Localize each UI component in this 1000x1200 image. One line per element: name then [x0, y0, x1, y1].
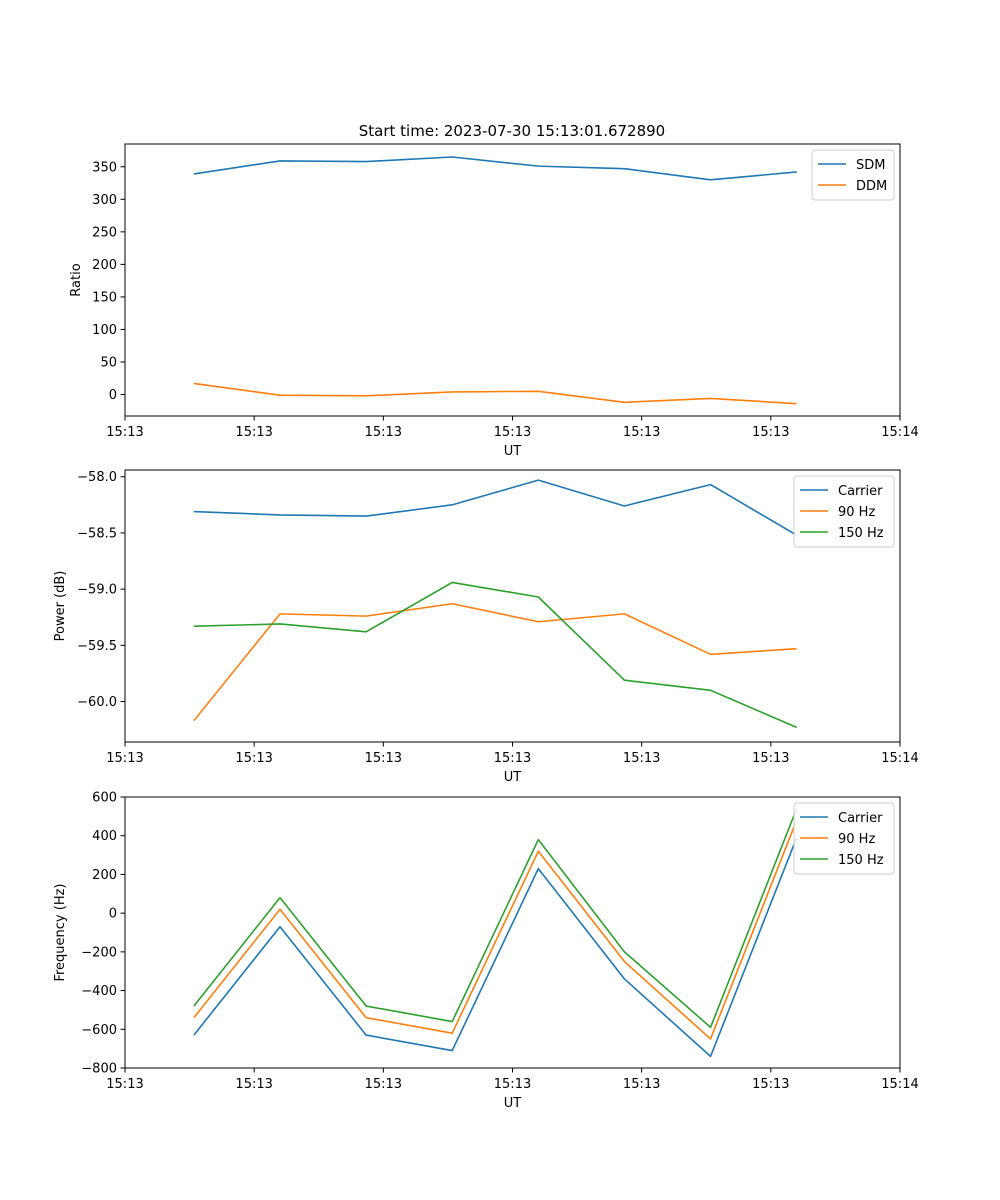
legend-label-90-hz: 90 Hz — [838, 832, 875, 847]
legend-label-carrier: Carrier — [838, 484, 883, 499]
series-line-carrier — [193, 479, 798, 536]
x-tick-label: 15:13 — [106, 1077, 143, 1092]
legend: Carrier 90 Hz 150 Hz — [793, 802, 895, 875]
series-line-150-hz — [193, 581, 797, 729]
legend: SDM DDM — [811, 149, 895, 201]
series-line-ddm — [193, 382, 797, 405]
subplot-2: 15:13 15:13 15:13 15:13 15:13 15:13 15:14 −60.0… — [53, 469, 919, 785]
x-tick-label: 15:13 — [623, 1077, 660, 1092]
figure-title: Start time: 2023-07-30 15:13:01.672890 — [359, 122, 665, 140]
y-axis-label: Frequency (Hz) — [53, 883, 68, 981]
y-tick-label: −60.0 — [77, 695, 117, 710]
y-tick-label: −600 — [81, 1023, 117, 1038]
subplot-1: 15:13 15:13 15:13 15:13 15:13 15:13 15:14 0 50 10… — [69, 143, 919, 459]
y-tick-label: −200 — [81, 945, 117, 960]
x-tick-label: 15:13 — [106, 425, 143, 440]
y-tick-label: −59.5 — [77, 639, 117, 654]
y-tick-label: 0 — [109, 388, 117, 403]
y-tick-label: 150 — [92, 290, 117, 305]
y-tick-label: 300 — [92, 193, 117, 208]
x-axis-label: UT — [504, 444, 522, 459]
x-tick-label: 15:13 — [365, 1077, 402, 1092]
plots-container: 15:13 15:13 15:13 15:13 15:13 15:13 15:14 0 50 10… — [53, 143, 919, 1112]
y-tick-label: 50 — [100, 355, 117, 370]
x-tick-label: 15:14 — [881, 751, 918, 766]
x-tick-label: 15:13 — [235, 1077, 272, 1092]
x-tick-label: 15:13 — [235, 751, 272, 766]
x-tick-label: 15:13 — [365, 425, 402, 440]
y-tick-label: 0 — [109, 907, 117, 922]
y-tick-label: 600 — [92, 791, 117, 806]
legend-box — [811, 149, 895, 201]
legend-label-150-hz: 150 Hz — [838, 526, 884, 541]
y-tick-label: 100 — [92, 323, 117, 338]
x-tick-label: 15:13 — [365, 751, 402, 766]
x-tick-label: 15:13 — [752, 425, 789, 440]
y-axis-label: Power (dB) — [53, 571, 68, 642]
x-tick-label: 15:14 — [881, 1077, 918, 1092]
subplot-3: 15:13 15:13 15:13 15:13 15:13 15:13 15:14 −800 −… — [53, 791, 919, 1112]
x-tick-label: 15:13 — [106, 751, 143, 766]
legend-label-150-hz: 150 Hz — [838, 853, 884, 868]
y-tick-label: 350 — [92, 160, 117, 175]
y-tick-label: 400 — [92, 829, 117, 844]
x-tick-label: 15:13 — [752, 1077, 789, 1092]
y-tick-label: 200 — [92, 258, 117, 273]
x-tick-label: 15:13 — [623, 425, 660, 440]
legend-label-ddm: DDM — [856, 179, 887, 194]
series-line-carrier — [193, 837, 798, 1058]
x-axis-label: UT — [504, 1096, 522, 1111]
legend-label-sdm: SDM — [856, 158, 885, 173]
y-tick-label: −58.0 — [77, 470, 117, 485]
legend-label-carrier: Carrier — [838, 811, 883, 826]
legend-label-90-hz: 90 Hz — [838, 505, 875, 520]
legend-box — [793, 475, 895, 548]
x-tick-label: 15:13 — [752, 751, 789, 766]
x-tick-label: 15:13 — [623, 751, 660, 766]
y-tick-label: −400 — [81, 984, 117, 999]
y-tick-label: 250 — [92, 225, 117, 240]
x-tick-label: 15:13 — [494, 751, 531, 766]
series-line-150-hz — [193, 808, 798, 1029]
series-line-90-hz — [193, 819, 798, 1040]
x-tick-label: 15:13 — [494, 1077, 531, 1092]
series-line-sdm — [193, 156, 797, 181]
x-axis-label: UT — [504, 770, 522, 785]
legend-box — [793, 802, 895, 875]
y-tick-label: −59.0 — [77, 583, 117, 598]
y-tick-label: −58.5 — [77, 526, 117, 541]
x-tick-label: 15:13 — [494, 425, 531, 440]
legend: Carrier 90 Hz 150 Hz — [793, 475, 895, 548]
y-tick-label: −800 — [81, 1062, 117, 1077]
y-axis-label: Ratio — [69, 263, 84, 296]
series-line-90-hz — [193, 602, 797, 722]
x-tick-label: 15:14 — [881, 425, 918, 440]
x-tick-label: 15:13 — [235, 425, 272, 440]
y-tick-label: 200 — [92, 868, 117, 883]
